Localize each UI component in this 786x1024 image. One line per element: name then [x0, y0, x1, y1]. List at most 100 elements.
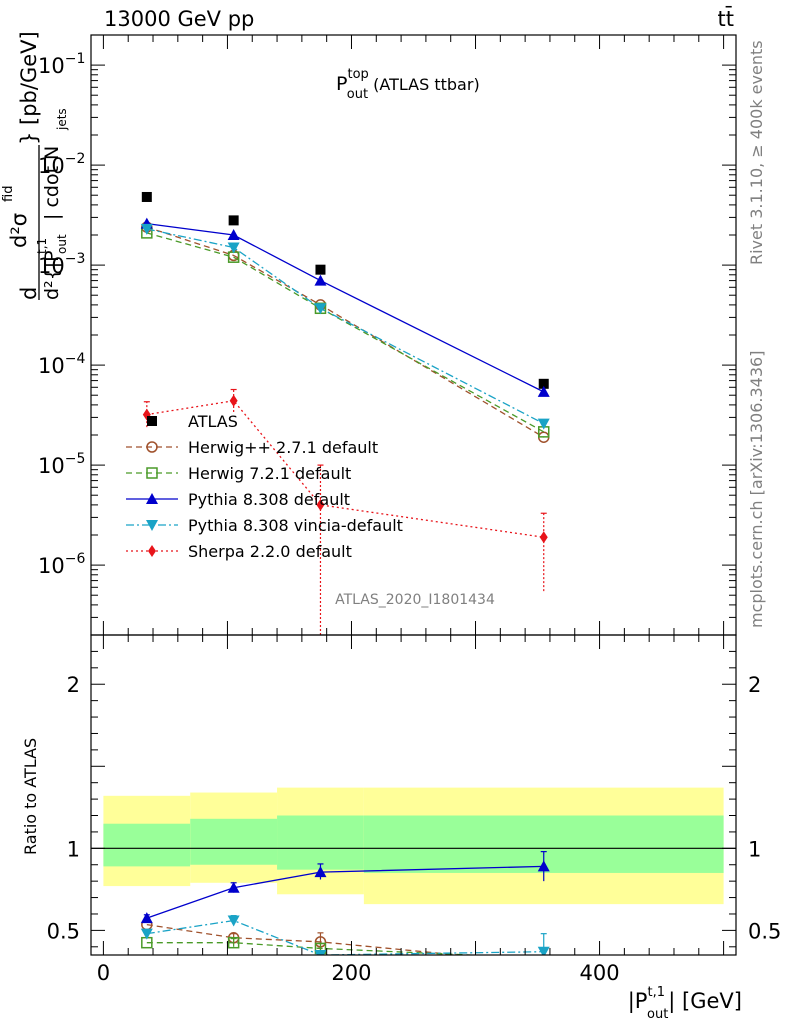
legend-herwig-7-2-1-default-marker — [146, 467, 158, 479]
main-y-tick-exp-3: −4 — [65, 351, 86, 367]
ratio-band-stat-0 — [103, 823, 191, 867]
main-herwig-7-2-1-default-line — [146, 232, 545, 433]
legend-herwig-2-7-1-default-label: Herwig++ 2.7.1 default — [188, 438, 378, 457]
ratio-pythia-8-308-vincia-default-point-2 — [314, 950, 327, 955]
main-pythia-8-308-default-point-3 — [537, 385, 550, 397]
main-y-tick-base-1: 10 — [38, 154, 65, 178]
ratio-herwig-7-2-1-default-line — [146, 942, 485, 955]
x-label-sup: t,1 — [647, 985, 665, 1000]
ratio-y-tick-label-right-0: 0.5 — [748, 919, 781, 943]
title-rest: (ATLAS ttbar) — [368, 75, 480, 94]
main-pythia-8-308-default-point-1 — [227, 229, 240, 240]
x-tick-label-1: 200 — [331, 961, 371, 985]
main-y-tick-base-4: 10 — [38, 454, 65, 478]
main-y-tick-base-2: 10 — [38, 254, 65, 278]
ratio-y-label: Ratio to ATLAS — [21, 738, 40, 855]
ratio-herwig-2-7-1-default-line — [146, 923, 465, 955]
main-pythia-8-308-vincia-default-point-1 — [227, 242, 240, 254]
x-label-main: |P — [628, 989, 648, 1014]
y-label-denominator: d²{|P — [41, 250, 63, 300]
ratio-pythia-8-308-vincia-default-point-0 — [140, 928, 153, 940]
legend-pythia-8-308-default-marker — [146, 493, 158, 504]
ratio-pythia-8-308-default-point-1 — [227, 881, 240, 893]
ratio-pythia-8-308-vincia-default-point-1 — [227, 915, 240, 927]
main-pythia-8-308-default-point-2 — [314, 274, 327, 286]
y-label-tail: } [pb/GeV] — [17, 31, 41, 145]
title-main: P — [336, 73, 347, 95]
x-axis-label: |Pt,1 out| [GeV] — [628, 985, 742, 1022]
ratio-pythia-8-308-default-line — [146, 865, 544, 919]
header-final-state: tt̄ — [718, 6, 734, 31]
main-atlas-point-1 — [228, 215, 239, 226]
main-pythia-8-308-vincia-default-point-3 — [537, 418, 550, 430]
svg-text:d d²σ fid: d d²σ fid d²{|P out t,1 | cdot N jets } … — [0, 31, 71, 300]
legend-herwig-7-2-1-default-label: Herwig 7.2.1 default — [188, 464, 351, 483]
main-y-tick-base-3: 10 — [38, 354, 65, 378]
main-y-tick-label-4: 10−5 — [38, 451, 85, 478]
ratio-x-axis: 0 200 400 — [97, 635, 725, 985]
main-y-tick-label-0: 10−1 — [38, 51, 85, 78]
main-y-tick-exp-0: −1 — [65, 51, 86, 67]
main-y-axis: 10−110−210−310−410−510−6 — [38, 34, 736, 636]
main-y-tick-label-5: 10−6 — [38, 551, 85, 578]
ratio-herwig-7-2-1-default-point-1 — [227, 936, 240, 949]
x-label-rest: | [GeV] — [668, 989, 742, 1014]
main-sherpa-2-2-0-default-line — [146, 400, 544, 538]
ratio-y-axis: 0.5 0.5 1 1 2 2 — [47, 650, 781, 948]
ratio-uncertainty-bands — [103, 787, 724, 905]
main-atlas-point-0 — [141, 191, 152, 202]
legend-sherpa-2-2-0-default-label: Sherpa 2.2.0 default — [188, 542, 352, 561]
main-y-tick-exp-1: −2 — [65, 151, 86, 167]
main-sherpa-2-2-0-default-point-1 — [229, 394, 238, 407]
main-y-tick-exp-5: −6 — [65, 551, 86, 567]
legend-atlas-marker — [147, 416, 157, 426]
ratio-pythia-8-308-default-point-3 — [537, 860, 550, 872]
main-y-label: d d²σ fid d²{|P out t,1 | cdot N jets } … — [0, 31, 71, 300]
main-plot-area — [140, 191, 550, 635]
title-sub: out — [347, 87, 368, 102]
legend-pythia-8-308-vincia-default-marker — [146, 520, 158, 531]
mcplots-label: mcplots.cern.ch [arXiv:1306.3436] — [747, 351, 766, 628]
y-label-den-sup: t,1 — [35, 238, 49, 254]
main-y-tick-label-3: 10−4 — [38, 351, 85, 378]
legend-pythia-8-308-vincia-default-label: Pythia 8.308 vincia-default — [188, 516, 403, 535]
plot-title: Ptop out (ATLAS ttbar) — [336, 67, 480, 102]
y-label-den-sub2: jets — [55, 108, 69, 131]
ratio-band-stat-1 — [190, 818, 278, 865]
ratio-y-tick-label-0: 0.5 — [47, 919, 80, 943]
ratio-panel: 0.5 0.5 1 1 2 2 0 200 400 Ratio to ATLAS |Pt,1 o… — [21, 634, 781, 1022]
title-sup: top — [347, 67, 368, 82]
ratio-y-tick-label-1: 1 — [67, 837, 80, 861]
main-herwig-2-7-1-default-line — [146, 226, 545, 438]
x-label-sub: out — [647, 1007, 668, 1022]
ratio-pythia-8-308-vincia-default-line — [146, 919, 544, 955]
legend: ATLAS Herwig++ 2.7.1 default Herwig 7.2.1 … — [126, 412, 403, 561]
y-label-num-sup: fid — [1, 186, 16, 202]
y-label-numerator: d²σ — [7, 213, 31, 248]
main-y-tick-exp-2: −3 — [65, 251, 86, 267]
main-y-tick-label-1: 10−2 — [38, 151, 85, 178]
ratio-pythia-8-308-default-point-0 — [140, 912, 153, 924]
main-y-tick-exp-4: −5 — [65, 451, 86, 467]
ratio-y-tick-label-right-1: 1 — [748, 837, 761, 861]
x-tick-label-2: 400 — [580, 961, 620, 985]
ratio-plot-area — [140, 851, 550, 955]
header-process: 13000 GeV pp — [104, 7, 254, 31]
main-panel: 10−110−210−310−410−510−6 Ptop out (ATLAS … — [0, 31, 737, 636]
main-sherpa-2-2-0-default-point-2 — [316, 498, 325, 511]
analysis-id: ATLAS_2020_I1801434 — [335, 592, 495, 608]
ratio-band-stat-2 — [277, 815, 364, 870]
legend-pythia-8-308-default-label: Pythia 8.308 default — [188, 490, 350, 509]
main-pythia-8-308-vincia-default-line — [146, 228, 545, 425]
main-atlas-point-2 — [315, 264, 326, 275]
main-pythia-8-308-default-line — [146, 222, 545, 393]
ratio-y-tick-label-2: 2 — [67, 673, 80, 697]
legend-herwig-2-7-1-default-marker — [146, 441, 158, 453]
legend-atlas-label: ATLAS — [188, 412, 238, 431]
ratio-plot-frame — [90, 634, 737, 956]
y-label-den-sub: out — [55, 234, 69, 254]
main-x-axis — [102, 35, 725, 635]
y-label-den-rest: | cdot N — [41, 146, 63, 220]
ratio-pythia-8-308-default-point-2 — [314, 866, 327, 878]
